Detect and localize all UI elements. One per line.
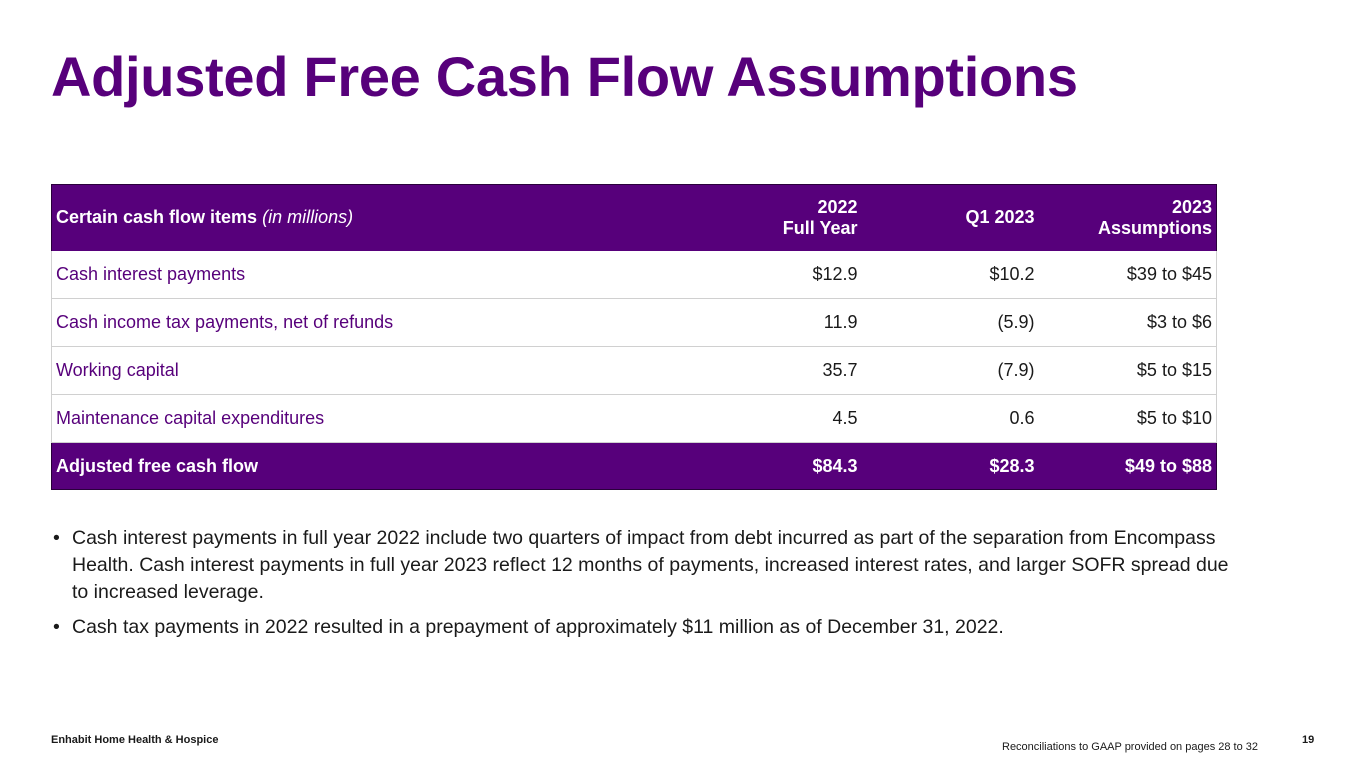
header-assumptions-2023: 2023 Assumptions	[1038, 184, 1217, 251]
company-name: Enhabit Home Health & Hospice	[51, 734, 219, 746]
row-q1-2023: 0.6	[861, 394, 1039, 443]
footnote-text: Cash tax payments in 2022 resulted in a …	[72, 616, 1004, 638]
row-assumptions-2023: $39 to $45	[1038, 250, 1217, 299]
header-label-cell: Certain cash flow items (in millions)	[51, 184, 687, 251]
row-assumptions-2023: $5 to $15	[1038, 346, 1217, 395]
table-row: Working capital 35.7 (7.9) $5 to $15	[51, 346, 1217, 395]
header-fy2022-year: 2022	[817, 196, 858, 217]
row-label: Cash income tax payments, net of refunds	[51, 298, 687, 347]
bullet-icon: •	[53, 616, 60, 638]
row-fy2022: 4.5	[686, 394, 862, 443]
row-label: Working capital	[51, 346, 687, 395]
table-header-row: Certain cash flow items (in millions) 20…	[51, 184, 1217, 251]
row-fy2022: $12.9	[686, 250, 862, 299]
page-number: 19	[1302, 734, 1315, 746]
header-q1-2023: Q1 2023	[861, 184, 1039, 251]
header-fy2022-period: Full Year	[782, 217, 858, 238]
header-assumptions-year: 2023	[1171, 196, 1212, 217]
total-fy2022: $84.3	[686, 442, 862, 490]
table-row: Cash interest payments $12.9 $10.2 $39 t…	[51, 250, 1217, 299]
row-q1-2023: $10.2	[861, 250, 1039, 299]
footnote-text: Cash interest payments in full year 2022…	[72, 527, 1229, 603]
row-q1-2023: (7.9)	[861, 346, 1039, 395]
reconciliation-note: Reconciliations to GAAP provided on page…	[1002, 741, 1259, 753]
header-fy2022: 2022 Full Year	[686, 184, 862, 251]
header-assumptions-label: Assumptions	[1097, 217, 1212, 238]
total-label: Adjusted free cash flow	[51, 442, 687, 490]
row-fy2022: 11.9	[686, 298, 862, 347]
footnote-item: • Cash interest payments in full year 20…	[51, 525, 1231, 606]
header-label: Certain cash flow items	[56, 207, 258, 228]
row-assumptions-2023: $3 to $6	[1038, 298, 1217, 347]
row-label: Maintenance capital expenditures	[51, 394, 687, 443]
bullet-icon: •	[53, 527, 60, 549]
table-total-row: Adjusted free cash flow $84.3 $28.3 $49 …	[51, 442, 1217, 490]
row-label: Cash interest payments	[51, 250, 687, 299]
table-row: Maintenance capital expenditures 4.5 0.6…	[51, 394, 1217, 443]
row-fy2022: 35.7	[686, 346, 862, 395]
total-assumptions-2023: $49 to $88	[1038, 442, 1217, 490]
total-q1-2023: $28.3	[861, 442, 1039, 490]
footnote-list: • Cash interest payments in full year 20…	[51, 525, 1231, 649]
row-q1-2023: (5.9)	[861, 298, 1039, 347]
row-assumptions-2023: $5 to $10	[1038, 394, 1217, 443]
footnote-item: • Cash tax payments in 2022 resulted in …	[51, 614, 1231, 641]
table-row: Cash income tax payments, net of refunds…	[51, 298, 1217, 347]
page-title: Adjusted Free Cash Flow Assumptions	[51, 45, 1078, 108]
cash-flow-table: Certain cash flow items (in millions) 20…	[51, 184, 1217, 490]
header-units: (in millions)	[262, 207, 354, 228]
